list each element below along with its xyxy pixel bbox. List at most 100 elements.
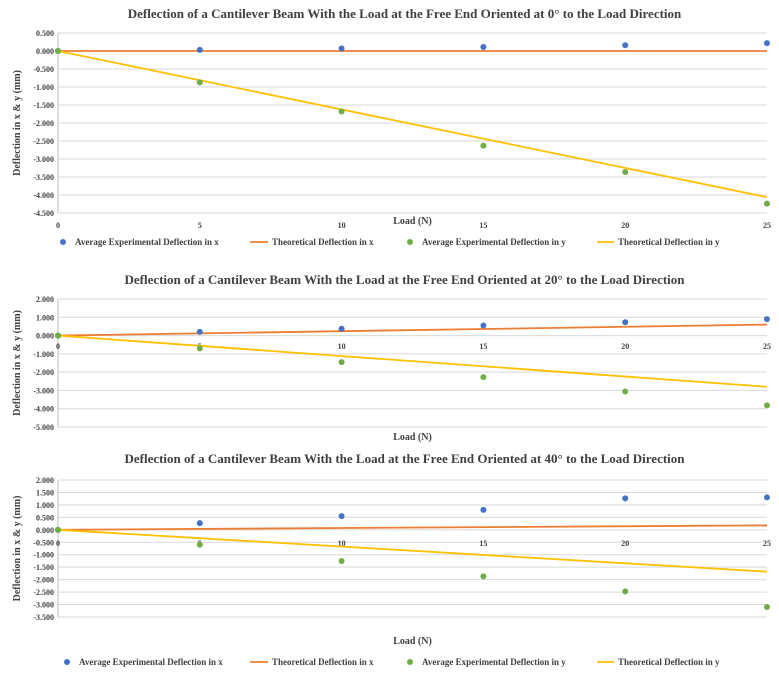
data-point xyxy=(764,494,770,501)
legend-label: Average Experimental Deflection in x xyxy=(75,237,219,247)
data-point xyxy=(338,45,345,52)
x-tick-label: 25 xyxy=(763,221,771,230)
data-point xyxy=(338,513,345,520)
legend-label: Average Experimental Deflection in x xyxy=(79,657,223,667)
data-point xyxy=(338,557,345,564)
data-point xyxy=(55,48,61,54)
x-tick-label: 10 xyxy=(338,342,346,351)
data-point xyxy=(622,319,629,326)
chart-2: Deflection of a Cantilever Beam With the… xyxy=(12,272,771,443)
x-tick-label: 20 xyxy=(621,221,629,230)
data-point xyxy=(338,108,345,115)
y-tick-label: -0.500 xyxy=(33,65,54,74)
y-tick-label: -3.000 xyxy=(33,386,54,395)
series-line xyxy=(57,50,768,199)
data-point xyxy=(764,604,770,611)
data-point xyxy=(764,40,770,47)
x-tick-label: 25 xyxy=(763,342,771,351)
data-point xyxy=(480,374,487,381)
y-tick-label: -2.500 xyxy=(33,137,54,146)
x-tick-label: 15 xyxy=(479,539,487,548)
y-tick-label: 0.000 xyxy=(36,526,54,535)
data-point xyxy=(55,332,61,339)
y-tick-label: 2.000 xyxy=(36,295,54,304)
y-tick-label: 2.000 xyxy=(36,476,54,485)
x-tick-label: 25 xyxy=(763,539,771,548)
y-tick-label: 0.500 xyxy=(36,513,54,522)
x-tick-label: 0 xyxy=(56,342,60,351)
y-tick-label: -1.000 xyxy=(33,83,54,92)
series-line xyxy=(57,323,768,337)
x-tick-label: 5 xyxy=(198,221,202,230)
x-tick-label: 15 xyxy=(479,221,487,230)
y-axis-label: Deflection in x & y (mm) xyxy=(12,496,23,602)
y-tick-label: -4.000 xyxy=(33,191,54,200)
legend-label: Theoretical Deflection in x xyxy=(272,657,374,667)
x-axis-label: Load (N) xyxy=(393,636,432,647)
y-tick-label: -4.000 xyxy=(33,405,54,414)
y-tick-label: 0.000 xyxy=(36,47,54,56)
y-tick-label: -3.500 xyxy=(33,173,54,182)
y-tick-label: -2.000 xyxy=(33,119,54,128)
x-tick-label: 0 xyxy=(56,221,60,230)
x-axis-label: Load (N) xyxy=(393,216,432,227)
data-point xyxy=(196,520,203,527)
chart-1: Deflection of a Cantilever Beam With the… xyxy=(12,6,771,247)
y-tick-label: 1.500 xyxy=(36,488,54,497)
x-tick-label: 20 xyxy=(621,539,629,548)
series-line xyxy=(57,528,768,573)
legend-marker xyxy=(60,239,66,245)
y-tick-label: -2.000 xyxy=(33,368,54,377)
chart-title: Deflection of a Cantilever Beam With the… xyxy=(128,6,682,21)
legend-marker xyxy=(64,659,70,665)
data-point xyxy=(196,46,203,53)
y-tick-label: -2.000 xyxy=(33,576,54,585)
y-tick-label: -3.000 xyxy=(33,601,54,610)
x-axis-label: Load (N) xyxy=(393,432,432,443)
y-axis-label: Deflection in x & y (mm) xyxy=(12,70,23,176)
data-point xyxy=(480,44,487,51)
data-point xyxy=(764,200,770,207)
data-point xyxy=(622,588,629,595)
x-tick-label: 10 xyxy=(338,539,346,548)
data-point xyxy=(196,541,203,548)
data-point xyxy=(622,168,629,175)
data-point xyxy=(196,328,203,335)
y-tick-label: -0.500 xyxy=(33,538,54,547)
data-point xyxy=(622,42,629,49)
data-point xyxy=(196,345,203,352)
y-tick-label: -1.000 xyxy=(33,350,54,359)
legend-label: Average Experimental Deflection in y xyxy=(422,237,566,247)
chart-3: Deflection of a Cantilever Beam With the… xyxy=(12,451,771,667)
series-line xyxy=(57,524,768,531)
y-tick-label: 1.000 xyxy=(36,501,54,510)
data-point xyxy=(338,359,345,366)
y-tick-label: 0.000 xyxy=(36,332,54,341)
data-point xyxy=(480,322,487,329)
legend-marker xyxy=(407,659,413,665)
x-tick-label: 20 xyxy=(621,342,629,351)
y-tick-label: -1.500 xyxy=(33,563,54,572)
chart-title: Deflection of a Cantilever Beam With the… xyxy=(124,451,685,466)
legend-marker xyxy=(407,239,413,245)
chart-title: Deflection of a Cantilever Beam With the… xyxy=(124,272,685,287)
data-point xyxy=(480,506,487,513)
y-tick-label: -1.500 xyxy=(33,101,54,110)
legend-label: Theoretical Deflection in y xyxy=(618,657,720,667)
data-point xyxy=(55,526,61,533)
data-point xyxy=(764,402,770,409)
y-tick-label: -3.000 xyxy=(33,155,54,164)
data-point xyxy=(196,79,203,86)
x-tick-label: 10 xyxy=(338,221,346,230)
legend-label: Theoretical Deflection in x xyxy=(272,237,374,247)
y-axis-label: Deflection in x & y (mm) xyxy=(12,310,23,416)
y-tick-label: -1.000 xyxy=(33,551,54,560)
x-tick-label: 0 xyxy=(56,539,60,548)
data-point xyxy=(764,316,770,323)
series-line xyxy=(57,334,768,388)
y-tick-label: 0.500 xyxy=(36,29,54,38)
y-tick-label: -2.500 xyxy=(33,588,54,597)
y-tick-label: 1.000 xyxy=(36,313,54,322)
data-point xyxy=(480,573,487,580)
